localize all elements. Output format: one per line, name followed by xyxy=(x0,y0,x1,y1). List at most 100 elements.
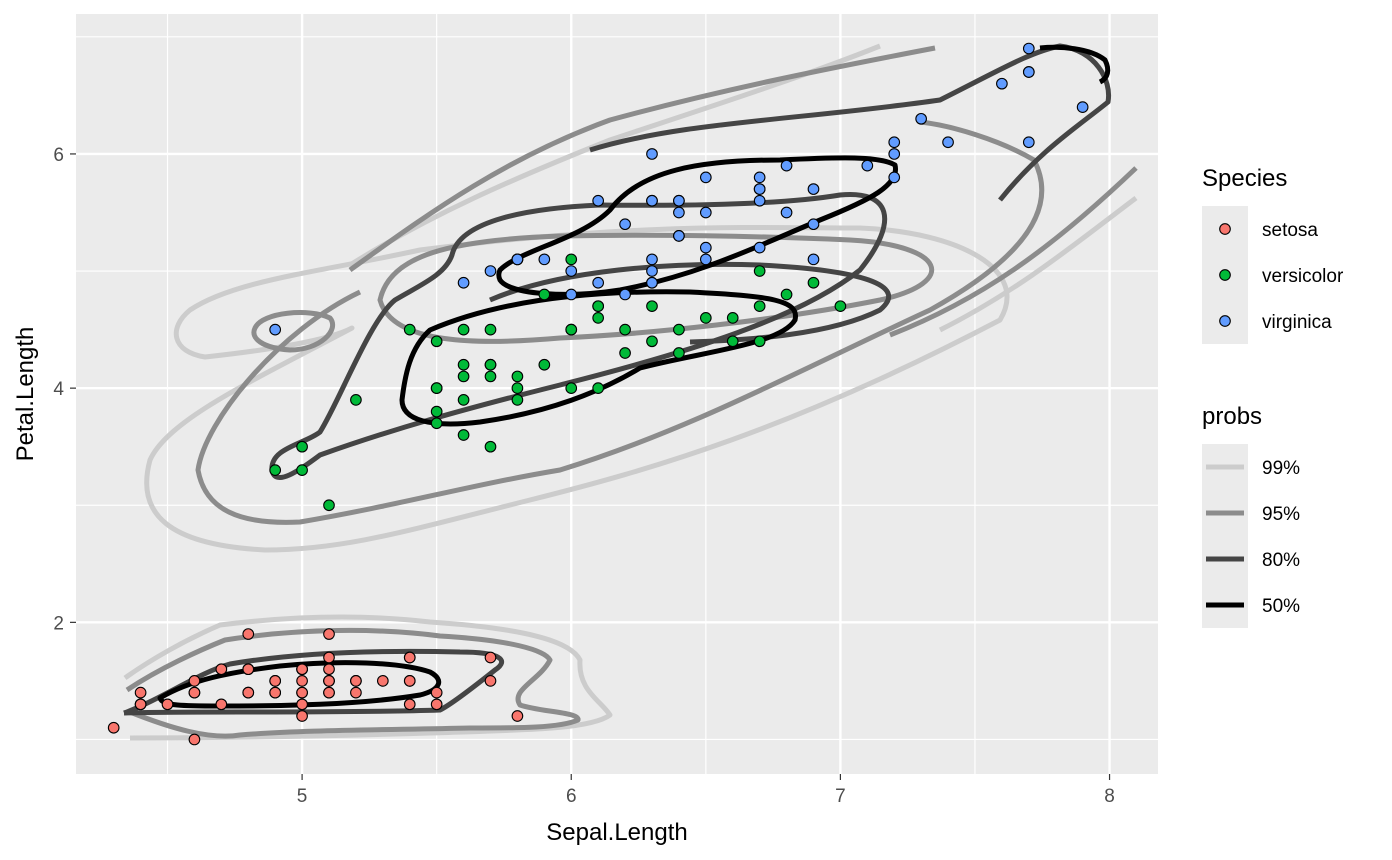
point-setosa xyxy=(242,628,255,640)
point-setosa xyxy=(188,686,201,699)
contour-95-right xyxy=(889,166,1138,338)
contour-80-setosa xyxy=(123,648,504,716)
point-versicolor xyxy=(457,358,470,371)
point-versicolor xyxy=(565,253,578,266)
point-versicolor xyxy=(753,265,766,277)
point-virginica xyxy=(484,265,497,277)
point-virginica xyxy=(565,265,578,277)
point-virginica xyxy=(753,241,766,254)
point-versicolor xyxy=(323,499,335,512)
point-virginica xyxy=(780,159,793,172)
point-versicolor xyxy=(296,440,308,453)
point-virginica xyxy=(699,206,712,219)
point-virginica xyxy=(673,194,685,207)
point-versicolor xyxy=(484,358,497,371)
y-axis-title: Petal.Length xyxy=(12,327,39,462)
point-versicolor xyxy=(484,440,497,453)
legend-probs-title: probs xyxy=(1202,403,1262,430)
point-virginica xyxy=(646,276,658,289)
point-virginica xyxy=(538,253,551,266)
legend-species-label: versicolor xyxy=(1262,266,1344,287)
point-setosa xyxy=(350,675,362,687)
point-versicolor xyxy=(269,464,282,476)
point-setosa xyxy=(242,686,255,699)
contour-95-outer xyxy=(195,119,1045,525)
point-versicolor xyxy=(565,323,578,336)
point-versicolor xyxy=(511,394,524,406)
point-setosa xyxy=(403,675,416,687)
contour-95-upper xyxy=(377,232,934,344)
point-virginica xyxy=(942,136,954,149)
y-axis-ticks: 2 4 6 xyxy=(53,145,76,634)
point-versicolor xyxy=(726,335,739,348)
point-virginica xyxy=(673,206,685,219)
point-virginica xyxy=(888,136,901,149)
point-versicolor xyxy=(565,382,578,394)
point-setosa xyxy=(188,733,201,746)
point-versicolor xyxy=(726,312,739,324)
point-versicolor xyxy=(457,394,470,406)
point-virginica xyxy=(996,77,1008,90)
point-setosa xyxy=(350,686,362,699)
point-versicolor xyxy=(646,300,658,313)
point-versicolor xyxy=(430,405,443,418)
point-setosa xyxy=(269,686,282,699)
point-versicolor xyxy=(753,335,766,348)
point-versicolor xyxy=(807,276,820,289)
point-virginica xyxy=(888,171,901,184)
point-versicolor xyxy=(296,464,308,476)
point-virginica xyxy=(457,276,470,289)
point-setosa xyxy=(215,663,228,676)
point-versicolor xyxy=(350,394,362,406)
point-virginica xyxy=(511,253,524,266)
point-virginica xyxy=(1022,66,1035,78)
point-versicolor xyxy=(457,429,470,441)
legend-species: Species setosa versicolor virginica xyxy=(1202,165,1344,344)
point-versicolor xyxy=(592,382,605,394)
legend-probs-label: 50% xyxy=(1262,596,1300,617)
point-versicolor xyxy=(511,370,524,383)
point-setosa xyxy=(403,651,416,664)
point-virginica xyxy=(646,148,658,160)
y-tick-label: 4 xyxy=(53,379,64,400)
point-setosa xyxy=(430,686,443,699)
point-virginica xyxy=(699,241,712,254)
point-setosa xyxy=(484,651,497,664)
point-virginica xyxy=(592,276,605,289)
point-setosa xyxy=(188,675,201,687)
point-virginica xyxy=(646,194,658,207)
point-setosa xyxy=(323,675,335,687)
point-versicolor xyxy=(673,323,685,336)
point-setosa xyxy=(323,686,335,699)
legend-probs: probs 99% 95% 80% 50% xyxy=(1202,403,1300,628)
y-tick-label: 2 xyxy=(53,613,64,634)
x-axis-title: Sepal.Length xyxy=(546,819,687,846)
point-versicolor xyxy=(430,417,443,430)
contour-80-lower xyxy=(489,261,892,345)
legend-species-title: Species xyxy=(1202,165,1287,192)
contour-99-setosa xyxy=(123,614,613,741)
legend-species-swatch xyxy=(1219,315,1231,327)
point-virginica xyxy=(861,159,874,172)
point-versicolor xyxy=(457,370,470,383)
contour-80-main xyxy=(269,191,888,480)
contour-50-lower xyxy=(399,289,798,427)
contour-95-top xyxy=(348,45,936,273)
point-setosa xyxy=(161,698,174,711)
contour-99-upper-band-lower xyxy=(938,196,1138,333)
point-setosa xyxy=(323,663,335,676)
point-setosa xyxy=(430,698,443,711)
point-virginica xyxy=(1076,101,1089,113)
point-setosa xyxy=(107,721,120,734)
point-virginica xyxy=(753,183,766,195)
point-virginica xyxy=(915,112,927,125)
point-setosa xyxy=(323,628,335,640)
point-virginica xyxy=(619,288,631,301)
contour-99-upper xyxy=(144,224,1010,553)
point-versicolor xyxy=(403,323,416,336)
point-virginica xyxy=(699,253,712,266)
contour-50-upper xyxy=(496,155,898,297)
legend-species-label: setosa xyxy=(1262,220,1318,241)
point-versicolor xyxy=(511,382,524,394)
